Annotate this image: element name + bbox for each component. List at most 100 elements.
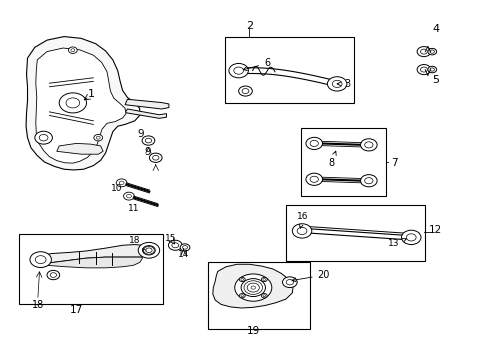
Text: 16: 16 bbox=[297, 212, 308, 228]
Polygon shape bbox=[212, 264, 293, 308]
Text: 19: 19 bbox=[246, 326, 259, 336]
Circle shape bbox=[234, 274, 271, 301]
Circle shape bbox=[123, 192, 134, 200]
Circle shape bbox=[263, 279, 265, 280]
Circle shape bbox=[138, 242, 159, 258]
Text: 8: 8 bbox=[327, 151, 336, 168]
Bar bbox=[19, 234, 163, 304]
Circle shape bbox=[420, 49, 427, 54]
Text: 15: 15 bbox=[164, 234, 176, 243]
Circle shape bbox=[142, 246, 155, 255]
Circle shape bbox=[233, 67, 243, 74]
Circle shape bbox=[406, 234, 415, 241]
Circle shape bbox=[427, 66, 436, 73]
Text: 10: 10 bbox=[111, 184, 122, 193]
Circle shape bbox=[68, 47, 77, 53]
Circle shape bbox=[292, 224, 311, 238]
Circle shape bbox=[50, 273, 57, 277]
Circle shape bbox=[360, 139, 376, 151]
Circle shape bbox=[429, 50, 433, 53]
Polygon shape bbox=[57, 143, 103, 154]
Circle shape bbox=[364, 178, 372, 184]
Circle shape bbox=[429, 68, 433, 71]
Circle shape bbox=[180, 244, 189, 251]
Circle shape bbox=[261, 277, 266, 282]
Text: 13: 13 bbox=[387, 238, 406, 248]
Circle shape bbox=[420, 67, 427, 72]
Circle shape bbox=[145, 248, 152, 253]
Circle shape bbox=[244, 281, 262, 294]
Polygon shape bbox=[26, 37, 140, 170]
Text: 14: 14 bbox=[178, 250, 189, 259]
Circle shape bbox=[149, 153, 162, 162]
Circle shape bbox=[248, 284, 258, 291]
Polygon shape bbox=[125, 99, 168, 109]
Text: 20: 20 bbox=[291, 270, 329, 282]
Text: 6: 6 bbox=[243, 58, 269, 71]
Circle shape bbox=[182, 246, 187, 249]
Circle shape bbox=[238, 86, 252, 96]
Polygon shape bbox=[36, 48, 126, 163]
Circle shape bbox=[327, 77, 346, 91]
Circle shape bbox=[145, 138, 151, 143]
Circle shape bbox=[241, 279, 243, 280]
Circle shape bbox=[30, 252, 51, 267]
Circle shape bbox=[305, 173, 322, 185]
Circle shape bbox=[242, 89, 248, 94]
Circle shape bbox=[126, 194, 131, 198]
Circle shape bbox=[297, 227, 306, 234]
Circle shape bbox=[305, 137, 322, 149]
Circle shape bbox=[116, 179, 127, 187]
Circle shape bbox=[285, 279, 293, 285]
Circle shape bbox=[143, 246, 154, 254]
Circle shape bbox=[239, 293, 244, 298]
Circle shape bbox=[35, 256, 46, 264]
Text: 9: 9 bbox=[144, 147, 151, 157]
Circle shape bbox=[59, 93, 86, 113]
Circle shape bbox=[152, 156, 159, 160]
Text: 7: 7 bbox=[390, 158, 397, 168]
Circle shape bbox=[94, 134, 102, 141]
Text: 3: 3 bbox=[336, 79, 350, 89]
Circle shape bbox=[71, 49, 75, 51]
Text: 12: 12 bbox=[428, 225, 441, 235]
Bar bbox=[300, 128, 385, 196]
Circle shape bbox=[241, 279, 265, 297]
Text: 11: 11 bbox=[127, 204, 139, 213]
Circle shape bbox=[142, 136, 155, 145]
Circle shape bbox=[239, 277, 244, 282]
Polygon shape bbox=[39, 244, 149, 263]
Text: 4: 4 bbox=[432, 24, 439, 34]
Circle shape bbox=[416, 64, 430, 75]
Circle shape bbox=[282, 277, 297, 288]
Text: 5: 5 bbox=[432, 75, 439, 85]
Text: 17: 17 bbox=[69, 305, 83, 315]
Text: 1: 1 bbox=[87, 89, 94, 99]
Circle shape bbox=[246, 283, 259, 292]
Circle shape bbox=[168, 240, 182, 250]
Bar bbox=[224, 37, 353, 103]
Circle shape bbox=[119, 181, 124, 185]
Circle shape bbox=[47, 270, 60, 280]
Circle shape bbox=[309, 140, 318, 147]
Circle shape bbox=[364, 142, 372, 148]
Circle shape bbox=[241, 295, 243, 297]
Circle shape bbox=[331, 80, 341, 87]
Circle shape bbox=[261, 293, 266, 298]
Circle shape bbox=[360, 175, 376, 187]
Text: 9: 9 bbox=[138, 129, 144, 139]
Circle shape bbox=[66, 98, 80, 108]
Circle shape bbox=[401, 230, 420, 244]
Bar bbox=[285, 205, 424, 261]
Circle shape bbox=[171, 243, 178, 248]
Circle shape bbox=[250, 286, 255, 289]
Circle shape bbox=[427, 48, 436, 55]
Circle shape bbox=[35, 131, 52, 144]
Text: 18: 18 bbox=[129, 237, 146, 253]
Polygon shape bbox=[125, 109, 166, 118]
Circle shape bbox=[96, 136, 100, 139]
Text: 2: 2 bbox=[245, 21, 252, 31]
Circle shape bbox=[309, 176, 318, 182]
Circle shape bbox=[263, 295, 265, 297]
Text: 18: 18 bbox=[32, 300, 44, 310]
